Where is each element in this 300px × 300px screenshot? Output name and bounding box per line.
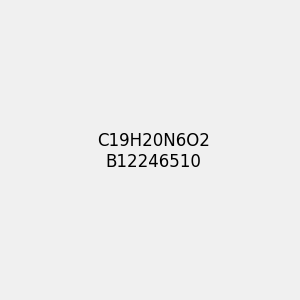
- Text: C19H20N6O2
B12246510: C19H20N6O2 B12246510: [97, 132, 210, 171]
